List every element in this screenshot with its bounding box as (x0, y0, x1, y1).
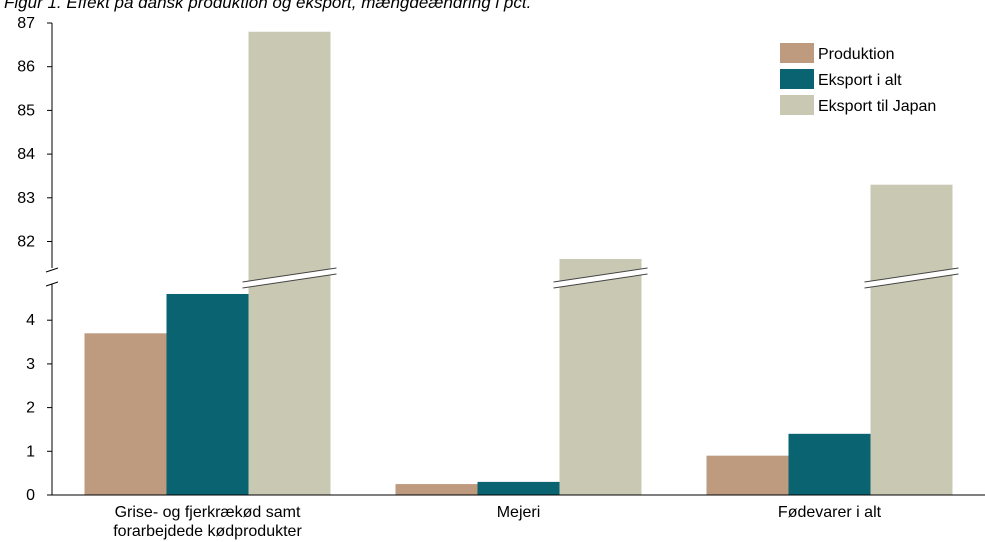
y-tick-label-2: 2 (26, 400, 35, 417)
bar-break-line-bottom-0 (242, 273, 337, 289)
y-tick-label-84: 84 (17, 146, 35, 163)
chart-title: Figur 1. Effekt på dansk produktion og e… (4, 0, 532, 12)
axes-layer: Grise- og fjerkrækød samt forarbejdede kø… (17, 15, 985, 540)
bar-eksport-til-japan-2 (870, 184, 953, 495)
legend-label-produktion: Produktion (818, 46, 895, 63)
bar-break-line-top-0 (242, 267, 337, 283)
x-tick-label-line: Grise- og fjerkrækød samt (115, 504, 301, 521)
bar-break-line-top-1 (553, 267, 648, 283)
bar-produktion-1 (395, 484, 478, 495)
x-tick-label-line: Mejeri (497, 504, 541, 521)
y-axis-break-mark-top (45, 267, 59, 273)
bar-break-gap-0 (242, 268, 337, 288)
bar-eksport-til-japan-1 (559, 258, 642, 495)
x-tick-label-1: Mejeri (497, 504, 541, 521)
y-tick-label-4: 4 (26, 312, 35, 329)
legend-swatch-produktion (780, 43, 814, 63)
legend-swatch-eksport-i-alt (780, 69, 814, 89)
x-tick-label-2: Fødevarer i alt (778, 504, 882, 521)
y-tick-label-85: 85 (17, 102, 35, 119)
bar-break-gap-1 (553, 268, 648, 288)
y-tick-label-86: 86 (17, 59, 35, 76)
y-tick-label-83: 83 (17, 190, 35, 207)
bar-break-line-top-2 (864, 267, 959, 283)
y-tick-label-1: 1 (26, 443, 35, 460)
legend-label-eksport-i-alt: Eksport i alt (818, 72, 902, 89)
legend-label-eksport-til-japan: Eksport til Japan (818, 98, 936, 115)
bar-eksport-i-alt-2 (788, 433, 871, 495)
legend-swatch-eksport-til-japan (780, 95, 814, 115)
y-tick-label-82: 82 (17, 234, 35, 251)
bars-layer (84, 31, 953, 496)
bar-produktion-2 (706, 455, 789, 495)
bar-eksport-i-alt-0 (166, 293, 249, 495)
x-tick-label-line: Fødevarer i alt (778, 504, 882, 521)
bar-produktion-0 (84, 333, 167, 495)
x-tick-label-line: forarbejdede kødprodukter (113, 523, 302, 540)
legend: Produktion Eksport i alt Eksport til Japan (780, 43, 936, 115)
bar-break-gap-2 (864, 268, 959, 288)
bar-break-line-bottom-1 (553, 273, 648, 289)
y-axis-break-mark-bottom (45, 281, 59, 287)
bar-eksport-i-alt-1 (477, 481, 560, 495)
y-tick-label-0: 0 (26, 487, 35, 504)
y-tick-label-87: 87 (17, 15, 35, 32)
bar-eksport-til-japan-0 (248, 31, 331, 496)
x-tick-label-0: Grise- og fjerkrækød samt forarbejdede kø… (113, 504, 302, 540)
axis-break-layer (242, 267, 959, 289)
y-tick-label-3: 3 (26, 356, 35, 373)
bar-break-line-bottom-2 (864, 273, 959, 289)
